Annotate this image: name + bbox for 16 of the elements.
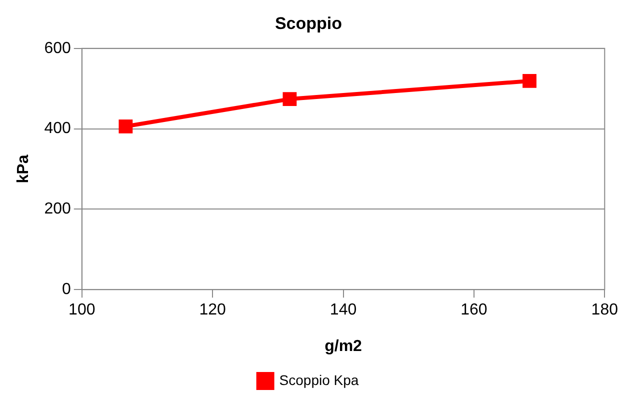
- point: [282, 92, 297, 106]
- x-tick-label: 180: [591, 302, 618, 319]
- point: [118, 119, 133, 134]
- y-tick-label: 200: [44, 200, 71, 218]
- point: [522, 74, 536, 88]
- y-tick-label: 0: [62, 281, 71, 298]
- legend-label: Scoppio Kpa: [279, 372, 359, 388]
- y-tick-label: 600: [44, 40, 71, 57]
- x-axis-title: g/m2: [324, 338, 362, 355]
- x-tick-label: 100: [68, 302, 96, 319]
- x-tick-label: 120: [199, 302, 226, 319]
- x-tick-label: 140: [330, 302, 357, 319]
- x-tick-label: 160: [460, 302, 488, 319]
- chart-title: Scoppio: [274, 14, 342, 33]
- y-tick-label: 400: [44, 120, 71, 138]
- y-axis-title: kPa: [15, 154, 32, 184]
